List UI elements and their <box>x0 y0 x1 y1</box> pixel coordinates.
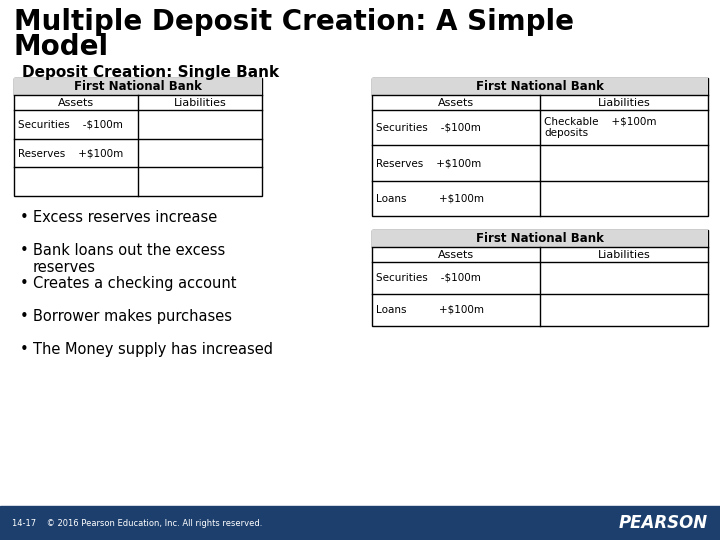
Text: Assets: Assets <box>438 249 474 260</box>
Text: Assets: Assets <box>438 98 474 107</box>
Bar <box>372 230 708 326</box>
Text: •: • <box>20 276 29 291</box>
Text: •: • <box>20 243 29 258</box>
Text: PEARSON: PEARSON <box>619 514 708 532</box>
Text: First National Bank: First National Bank <box>74 80 202 93</box>
Text: First National Bank: First National Bank <box>476 232 604 245</box>
Text: 14-17    © 2016 Pearson Education, Inc. All rights reserved.: 14-17 © 2016 Pearson Education, Inc. All… <box>12 518 262 528</box>
Text: Deposit Creation: Single Bank: Deposit Creation: Single Bank <box>22 65 279 80</box>
Text: First National Bank: First National Bank <box>476 80 604 93</box>
Text: Bank loans out the excess
reserves: Bank loans out the excess reserves <box>33 243 225 275</box>
Text: Checkable    +$100m
deposits: Checkable +$100m deposits <box>544 117 657 138</box>
Text: Securities    -$100m: Securities -$100m <box>376 123 481 133</box>
Bar <box>372 230 708 247</box>
Text: •: • <box>20 342 29 357</box>
Text: Borrower makes purchases: Borrower makes purchases <box>33 309 232 324</box>
Text: Reserves    +$100m: Reserves +$100m <box>18 148 123 158</box>
Text: Model: Model <box>14 33 109 61</box>
Text: Securities    -$100m: Securities -$100m <box>376 273 481 283</box>
Text: •: • <box>20 309 29 324</box>
Text: Loans          +$100m: Loans +$100m <box>376 193 484 204</box>
Text: Liabilities: Liabilities <box>598 98 650 107</box>
Text: Reserves    +$100m: Reserves +$100m <box>376 158 481 168</box>
Bar <box>372 78 708 216</box>
Text: Assets: Assets <box>58 98 94 107</box>
Text: Liabilities: Liabilities <box>598 249 650 260</box>
Text: Liabilities: Liabilities <box>174 98 226 107</box>
Text: The Money supply has increased: The Money supply has increased <box>33 342 273 357</box>
Bar <box>14 78 262 196</box>
Text: Loans          +$100m: Loans +$100m <box>376 305 484 315</box>
Text: Securities    -$100m: Securities -$100m <box>18 119 123 130</box>
Text: Multiple Deposit Creation: A Simple: Multiple Deposit Creation: A Simple <box>14 8 574 36</box>
Bar <box>0 506 720 540</box>
Text: Excess reserves increase: Excess reserves increase <box>33 210 217 225</box>
Bar <box>372 78 708 95</box>
Text: •: • <box>20 210 29 225</box>
Bar <box>14 78 262 95</box>
Text: Creates a checking account: Creates a checking account <box>33 276 236 291</box>
